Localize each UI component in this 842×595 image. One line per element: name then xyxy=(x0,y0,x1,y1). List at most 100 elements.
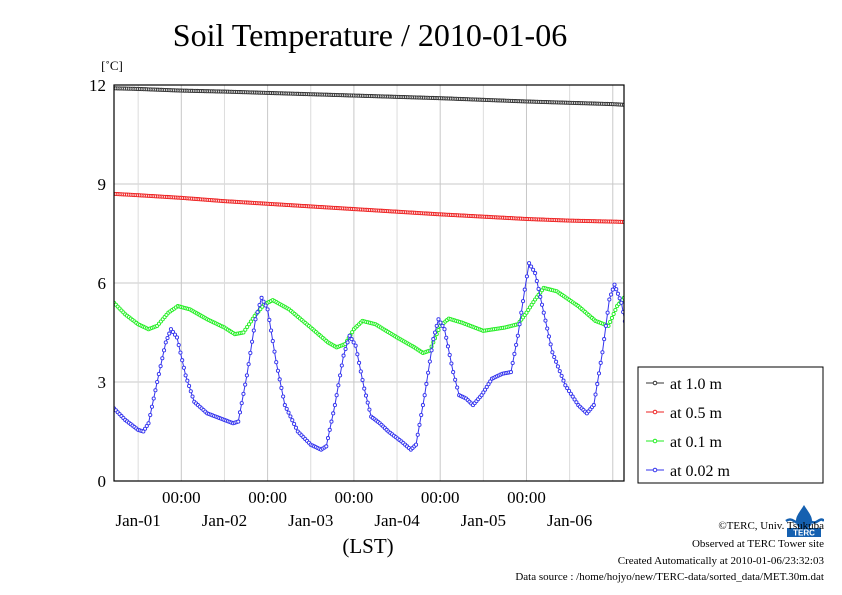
date-tick-label: Jan-01 xyxy=(115,511,160,530)
data-point xyxy=(550,350,555,355)
data-point xyxy=(250,339,255,344)
data-point xyxy=(611,311,616,317)
data-point xyxy=(538,294,543,299)
data-point xyxy=(178,350,183,355)
data-point xyxy=(244,373,249,378)
data-point xyxy=(543,318,548,323)
date-tick-label: Jan-03 xyxy=(288,511,333,530)
data-point xyxy=(269,328,274,333)
data-point xyxy=(290,418,295,423)
data-point xyxy=(534,278,539,284)
data-point xyxy=(619,300,624,305)
date-tick-label: Jan-05 xyxy=(461,511,506,530)
y-tick-label: 6 xyxy=(98,274,107,293)
data-point xyxy=(176,342,181,348)
data-point xyxy=(334,393,339,398)
data-point xyxy=(267,317,272,323)
data-point xyxy=(245,324,250,330)
data-point xyxy=(239,401,244,406)
data-point xyxy=(512,351,517,357)
date-tick-label: Jan-04 xyxy=(374,511,420,530)
data-point xyxy=(343,346,348,352)
data-point xyxy=(486,382,491,387)
chart-title: Soil Temperature / 2010-01-06 xyxy=(173,17,567,53)
data-point xyxy=(180,358,185,363)
data-point xyxy=(185,378,190,383)
logo-text: TERC xyxy=(793,529,815,538)
data-point xyxy=(440,323,445,328)
data-point xyxy=(251,328,256,333)
copyright-credit: ©TERC, Univ. Tsukuba xyxy=(718,520,824,532)
plot-frame xyxy=(113,84,625,482)
data-point xyxy=(284,406,289,411)
data-point xyxy=(274,360,279,365)
data-point xyxy=(167,331,172,336)
data-point xyxy=(559,373,564,378)
data-point xyxy=(612,282,617,287)
data-point xyxy=(170,329,176,335)
legend-label: at 1.0 m xyxy=(670,376,723,393)
data-point xyxy=(248,350,253,356)
data-point xyxy=(615,291,621,296)
data-point xyxy=(628,295,631,298)
data-point xyxy=(183,373,188,378)
data-point xyxy=(367,407,372,412)
legend-swatch-marker xyxy=(652,409,658,415)
data-point xyxy=(188,389,193,394)
legend-item: at 0.1 m xyxy=(646,434,723,451)
data-point xyxy=(445,344,451,349)
data-point xyxy=(524,274,529,279)
data-point xyxy=(641,303,644,306)
data-point xyxy=(363,393,369,398)
series-at-1_0-m xyxy=(114,86,624,107)
data-point xyxy=(520,299,526,304)
data-point xyxy=(555,364,560,369)
data-point xyxy=(265,307,270,312)
data-point xyxy=(447,352,452,357)
data-point xyxy=(627,338,630,341)
data-point xyxy=(605,310,610,315)
data-point xyxy=(563,383,568,388)
data-point xyxy=(174,335,180,340)
data-point xyxy=(272,349,277,354)
data-point xyxy=(172,332,178,337)
data-point xyxy=(357,360,362,365)
data-point xyxy=(572,397,577,402)
data-point xyxy=(338,373,343,378)
data-point xyxy=(420,403,425,408)
data-point xyxy=(570,394,575,399)
data-point xyxy=(552,354,557,360)
data-point xyxy=(444,335,449,340)
data-point xyxy=(261,299,266,304)
data-point xyxy=(613,308,618,313)
data-point xyxy=(600,350,605,355)
terc-logo: TERC xyxy=(785,505,824,538)
data-point xyxy=(160,356,165,361)
data-point xyxy=(483,387,488,392)
data-point xyxy=(635,298,638,301)
data-point xyxy=(637,300,640,303)
data-point xyxy=(360,377,365,383)
data-point xyxy=(255,310,260,315)
data-point xyxy=(158,364,163,369)
data-point xyxy=(187,383,192,389)
data-point xyxy=(508,370,514,375)
data-point xyxy=(566,388,572,394)
data-point xyxy=(522,287,527,292)
data-point xyxy=(515,333,520,338)
data-point xyxy=(190,394,195,399)
data-point xyxy=(610,287,615,292)
legend-item: at 0.02 m xyxy=(646,463,731,480)
data-point xyxy=(286,410,291,415)
legend-swatch-marker xyxy=(652,438,658,444)
data-point xyxy=(327,427,332,432)
time-tick-label: 00:00 xyxy=(248,488,287,507)
data-point xyxy=(451,370,456,375)
date-tick-label: Jan-06 xyxy=(547,511,592,530)
data-point xyxy=(248,319,253,324)
data-point xyxy=(591,403,596,408)
data-source-path: Data source : /home/hojyo/new/TERC-data/… xyxy=(515,571,824,583)
data-point xyxy=(350,330,355,335)
data-point xyxy=(358,369,363,374)
